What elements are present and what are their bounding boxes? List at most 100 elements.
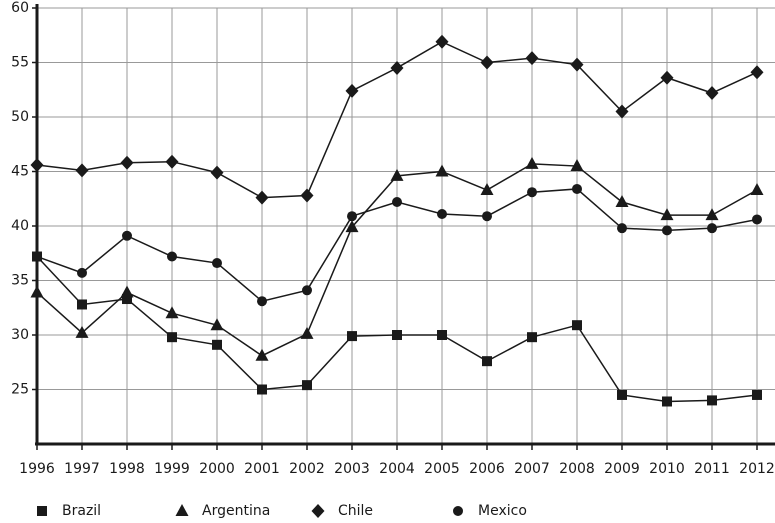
- data-point: [302, 285, 312, 296]
- legend-marker: [175, 504, 189, 516]
- data-point: [75, 325, 89, 338]
- data-point: [30, 285, 44, 298]
- data-point: [122, 230, 132, 241]
- data-point: [480, 183, 494, 196]
- x-tick-label: 2006: [469, 461, 505, 477]
- data-point: [392, 330, 402, 340]
- x-tick-label: 2007: [514, 461, 550, 477]
- data-point: [345, 83, 359, 98]
- x-tick-label: 2010: [649, 461, 685, 477]
- data-point: [437, 330, 447, 340]
- data-point: [347, 211, 357, 222]
- x-tick-label: 2001: [244, 461, 280, 477]
- legend-label: Mexico: [478, 503, 527, 519]
- x-tick-label: 1999: [154, 461, 190, 477]
- data-point: [165, 306, 179, 319]
- data-point: [75, 163, 89, 178]
- data-point: [347, 331, 357, 342]
- data-point: [437, 209, 447, 220]
- x-tick-label: 2002: [289, 461, 325, 477]
- data-point: [257, 296, 267, 307]
- data-point: [617, 223, 627, 234]
- data-point: [527, 332, 537, 343]
- data-point: [570, 57, 584, 72]
- data-point: [705, 86, 719, 101]
- data-point: [705, 208, 719, 221]
- data-point: [707, 223, 717, 234]
- data-point: [300, 188, 314, 203]
- data-point: [120, 285, 134, 298]
- legend-label: Argentina: [202, 503, 270, 519]
- data-point: [572, 183, 582, 194]
- y-tick-label: 40: [11, 218, 29, 234]
- data-point: [480, 55, 494, 70]
- data-point: [255, 190, 269, 205]
- x-tick-label: 2012: [739, 461, 775, 477]
- data-point: [572, 320, 582, 331]
- data-point: [212, 339, 222, 350]
- data-point: [390, 60, 404, 75]
- data-point: [165, 154, 179, 169]
- y-tick-label: 45: [11, 164, 29, 180]
- x-tick-label: 2008: [559, 461, 595, 477]
- y-tick-label: 25: [11, 382, 29, 398]
- data-point: [662, 225, 672, 236]
- data-point: [615, 104, 629, 119]
- data-point: [210, 165, 224, 180]
- y-tick-label: 30: [11, 327, 29, 343]
- data-point: [752, 389, 762, 400]
- x-tick-label: 2005: [424, 461, 460, 477]
- x-tick-label: 2009: [604, 461, 640, 477]
- data-point: [77, 267, 87, 278]
- x-tick-label: 2003: [334, 461, 370, 477]
- y-tick-label: 55: [11, 55, 29, 71]
- data-point: [392, 197, 402, 208]
- legend-marker: [453, 506, 463, 516]
- data-point: [525, 156, 539, 169]
- data-point: [525, 51, 539, 66]
- x-tick-label: 2011: [694, 461, 730, 477]
- data-point: [482, 356, 492, 367]
- x-tick-label: 2000: [199, 461, 235, 477]
- data-point: [617, 389, 627, 400]
- legend-label: Chile: [338, 503, 373, 519]
- data-point: [122, 294, 132, 305]
- data-point: [660, 208, 674, 221]
- x-tick-label: 1997: [64, 461, 100, 477]
- data-point: [707, 395, 717, 406]
- data-point: [345, 220, 359, 233]
- data-point: [662, 396, 672, 407]
- data-point: [210, 318, 224, 331]
- data-point: [255, 348, 269, 361]
- data-point: [167, 332, 177, 343]
- data-point: [752, 214, 762, 225]
- data-point: [750, 183, 764, 196]
- data-point: [660, 70, 674, 85]
- data-point: [300, 326, 314, 339]
- data-point: [527, 187, 537, 198]
- data-point: [212, 258, 222, 269]
- data-point: [750, 65, 764, 80]
- x-tick-label: 1996: [19, 461, 55, 477]
- x-tick-label: 2004: [379, 461, 415, 477]
- data-point: [390, 168, 404, 181]
- data-point: [77, 299, 87, 310]
- y-tick-label: 60: [11, 0, 29, 16]
- legend-marker: [311, 504, 325, 518]
- data-point: [257, 384, 267, 395]
- x-tick-label: 1998: [109, 461, 145, 477]
- data-point: [302, 380, 312, 391]
- data-point: [435, 34, 449, 49]
- data-point: [30, 157, 44, 172]
- legend-marker: [37, 506, 47, 516]
- data-point: [570, 159, 584, 172]
- y-tick-label: 50: [11, 109, 29, 125]
- data-point: [615, 195, 629, 208]
- data-point: [482, 211, 492, 222]
- data-point: [120, 155, 134, 170]
- data-point: [435, 164, 449, 177]
- data-point: [32, 251, 42, 262]
- legend-label: Brazil: [62, 503, 101, 519]
- data-point: [167, 251, 177, 262]
